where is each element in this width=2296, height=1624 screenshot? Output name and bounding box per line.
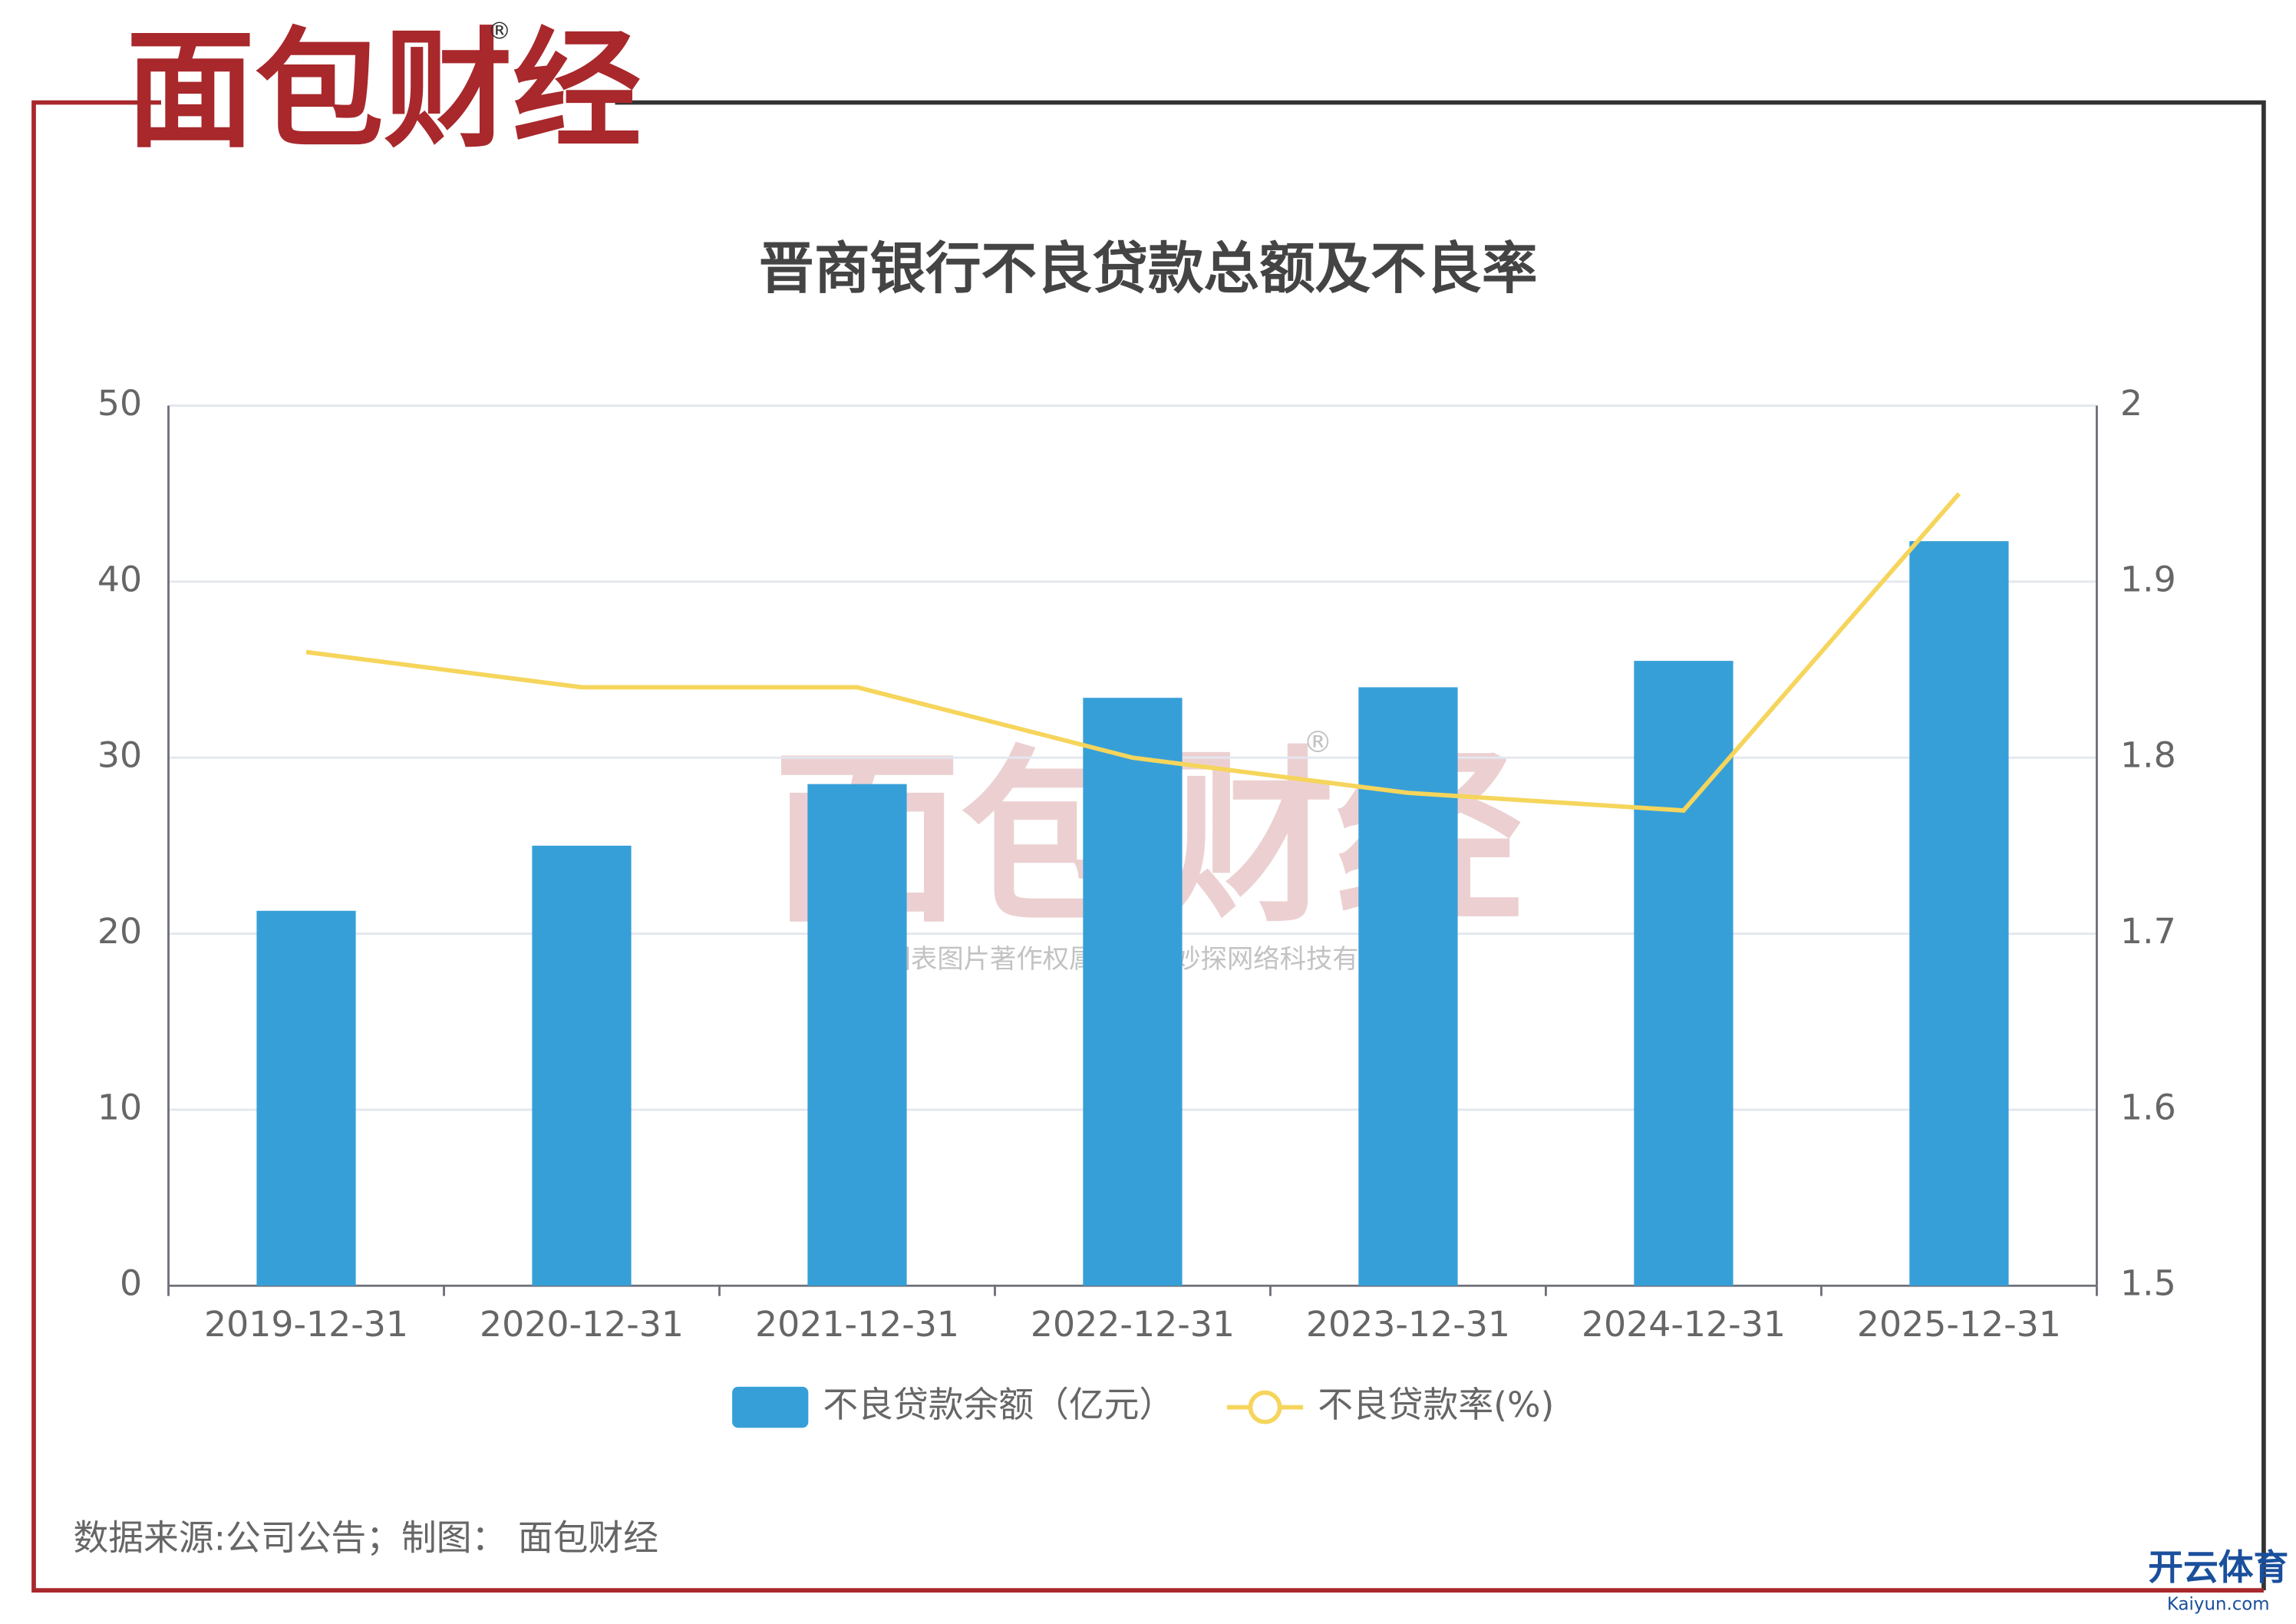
frame-top-right (615, 100, 2266, 1591)
legend-marker (1248, 1390, 1282, 1424)
frame-left-bottom (31, 100, 2264, 1593)
bar (807, 784, 907, 1286)
watermark-mark: ® (1303, 725, 1332, 759)
x-tick-label: 2022-12-31 (1031, 1303, 1235, 1345)
y2-tick-label: 1.5 (2120, 1263, 2176, 1304)
y2-tick-label: 2 (2120, 382, 2143, 424)
y-tick-label: 0 (120, 1263, 142, 1304)
y2-tick-label: 1.7 (2120, 910, 2176, 952)
y2-tick-label: 1.6 (2120, 1086, 2176, 1127)
x-tick-label: 2019-12-31 (204, 1303, 408, 1345)
x-tick-label: 2025-12-31 (1857, 1303, 2061, 1345)
legend-label: 不良贷款余额（亿元） (823, 1384, 1174, 1425)
bar (1358, 687, 1458, 1286)
legend-swatch (732, 1386, 809, 1428)
corner-url: Kaiyun.com (2167, 1595, 2270, 1615)
y2-tick-label: 1.9 (2120, 558, 2176, 599)
y-tick-label: 10 (97, 1086, 142, 1127)
x-tick-label: 2021-12-31 (755, 1303, 959, 1345)
y-tick-label: 50 (97, 382, 142, 424)
logo-mark: ® (487, 18, 511, 45)
y-tick-label: 30 (97, 734, 142, 776)
x-tick-label: 2023-12-31 (1306, 1303, 1510, 1345)
corner-name: 开云体育 (2148, 1546, 2288, 1588)
x-tick-label: 2020-12-31 (480, 1303, 684, 1345)
bar (1634, 661, 1734, 1286)
chart-title: 晋商银行不良贷款总额及不良率 (759, 237, 1538, 302)
source: 数据来源:公司公告；制图： 面包财经 (74, 1517, 658, 1559)
legend-label: 不良贷款率(%) (1318, 1384, 1554, 1425)
bar (532, 845, 632, 1286)
bar (1909, 541, 2009, 1286)
line (305, 492, 1961, 813)
y-tick-label: 40 (97, 558, 142, 599)
logo: 面包财经 (126, 15, 642, 166)
x-tick-label: 2024-12-31 (1582, 1303, 1786, 1345)
y2-tick-label: 1.8 (2120, 734, 2176, 776)
y-tick-label: 20 (97, 910, 142, 952)
bar (1083, 698, 1183, 1286)
bar (256, 910, 356, 1286)
